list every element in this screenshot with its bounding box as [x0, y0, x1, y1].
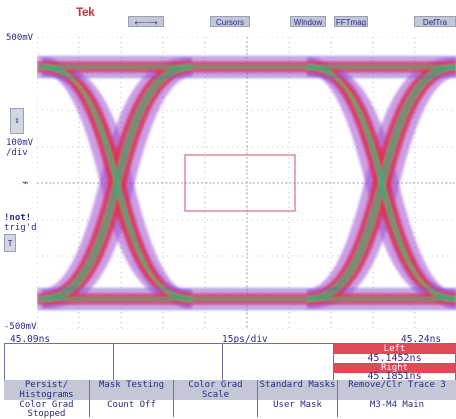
- menu-value: [174, 400, 257, 401]
- scale-top-label: 500mV: [6, 33, 34, 43]
- left-cursor-label: Left: [334, 344, 455, 354]
- menu-standard-masks[interactable]: Standard Masks User Mask: [258, 380, 338, 417]
- menu-title: Color Grad Scale: [174, 380, 257, 400]
- window-button[interactable]: Window: [290, 16, 326, 27]
- menu-remove-clear-trace[interactable]: Remove/Clr Trace 3 M3-M4 Main: [338, 380, 456, 417]
- right-cursor-value: 45.1851ns: [367, 371, 422, 382]
- volts-per-div-value: 100mV: [6, 138, 34, 148]
- menu-mask-testing[interactable]: Mask Testing Count Off: [90, 380, 174, 417]
- cursors-button[interactable]: Cursors: [210, 16, 250, 27]
- right-cursor-label: Right: [334, 363, 455, 373]
- trigger-status-line1: !not!: [4, 213, 32, 223]
- mask-region: [184, 154, 296, 212]
- tek-logo: Tek: [76, 5, 95, 19]
- cursor-readout: Left 45.1452ns Right 45.1851ns: [333, 343, 456, 382]
- trigger-level-icon: ⌁: [22, 176, 29, 189]
- menu-value: Color Grad Stopped: [19, 400, 74, 419]
- eye-transition-trace: [306, 68, 456, 302]
- volts-per-div-unit: /div: [6, 148, 28, 158]
- horizontal-position-button[interactable]: ⟵⟶: [128, 16, 164, 27]
- trigger-status-line2: trig'd: [4, 223, 37, 233]
- eye-transition-trace: [41, 68, 193, 302]
- menu-title: Mask Testing: [90, 380, 173, 400]
- menu-value: User Mask: [273, 400, 322, 410]
- bottom-menu: Persist/ Histograms Color Grad Stopped M…: [4, 380, 456, 419]
- left-cursor-value: 45.1452ns: [367, 353, 422, 364]
- readout-box-3: [222, 343, 334, 381]
- xaxis-left-label: 45.09ns: [10, 334, 51, 345]
- eye-diagram-display: [37, 37, 456, 329]
- vertical-position-icon[interactable]: ⇕: [10, 108, 24, 134]
- menu-color-grad-scale[interactable]: Color Grad Scale: [174, 380, 258, 417]
- menu-value: M3-M4 Main: [369, 400, 425, 410]
- xaxis-timebase-label: 15ps/div: [222, 334, 268, 345]
- menu-value: Count Off: [107, 400, 156, 410]
- channel-marker-icon[interactable]: T: [4, 234, 16, 252]
- fftmag-button[interactable]: FFTmag: [334, 16, 368, 27]
- menu-title: Standard Masks: [258, 380, 337, 400]
- menu-persist-histograms[interactable]: Persist/ Histograms Color Grad Stopped: [4, 380, 90, 419]
- scale-bottom-label: -500mV: [4, 322, 37, 332]
- deftra-button[interactable]: DefTra: [414, 16, 456, 27]
- readout-box-1: [4, 343, 114, 381]
- menu-title: Remove/Clr Trace 3: [338, 380, 456, 400]
- readout-box-2: [113, 343, 223, 381]
- menu-title: Persist/ Histograms: [4, 380, 89, 400]
- xaxis-right-label: 45.24ns: [401, 334, 442, 345]
